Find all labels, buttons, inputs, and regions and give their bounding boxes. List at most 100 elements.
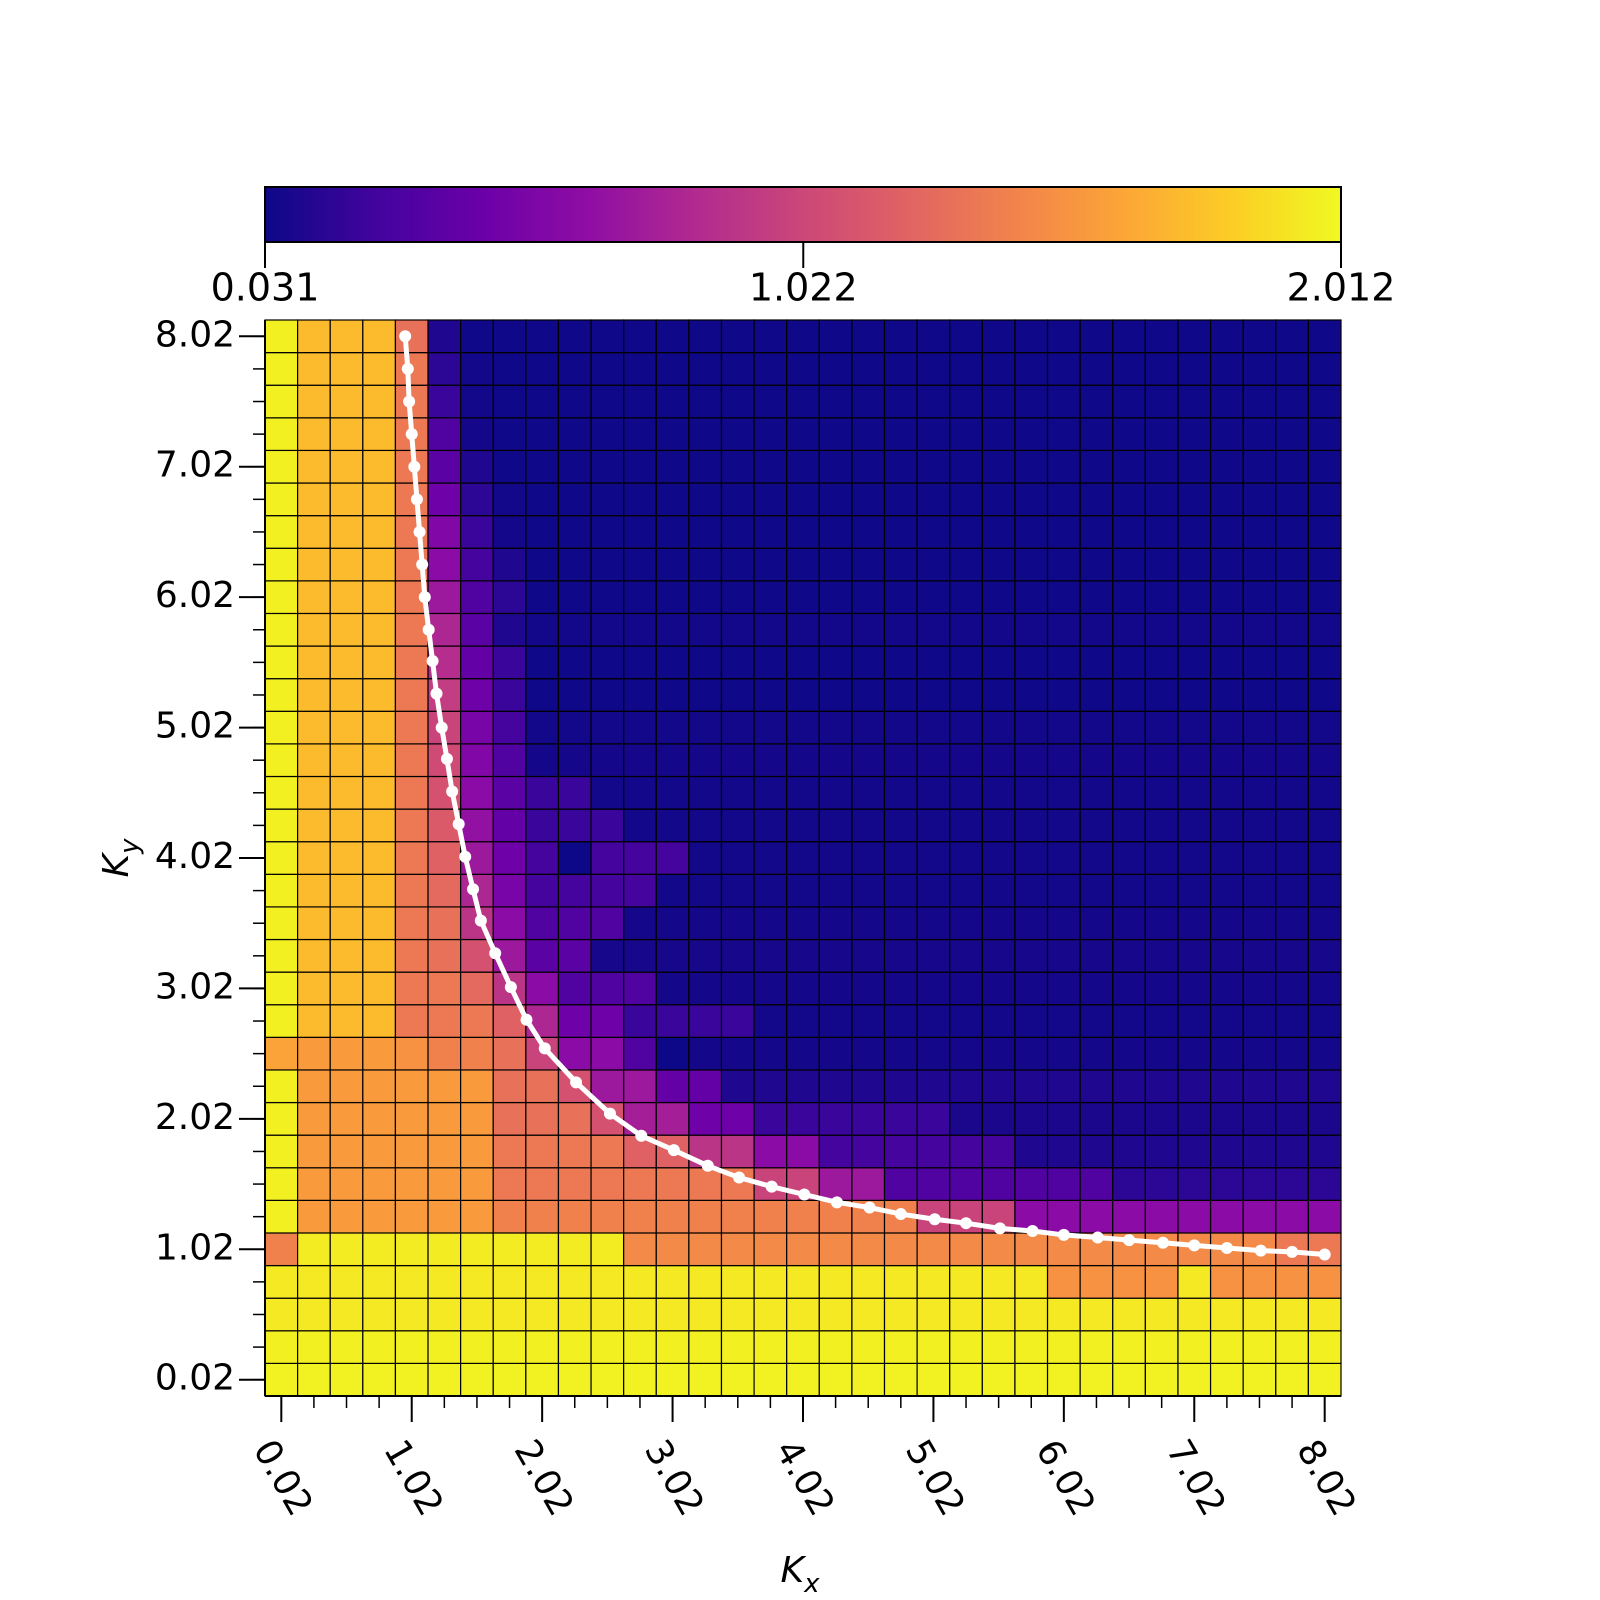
heatmap-cell <box>949 775 983 810</box>
heatmap-cell <box>329 1036 364 1071</box>
heatmap-cell <box>655 1297 690 1332</box>
heatmap-cell <box>427 1330 462 1364</box>
heatmap-cell <box>623 580 657 615</box>
heatmap-cell <box>1242 645 1277 680</box>
heatmap-cell <box>949 645 983 680</box>
heatmap-cell <box>1144 1330 1179 1364</box>
heatmap-cell <box>427 841 462 875</box>
heatmap-cell <box>329 1232 364 1267</box>
heatmap-cell <box>264 384 299 419</box>
heatmap-cell <box>427 1362 462 1397</box>
heatmap-cell <box>557 547 592 582</box>
heatmap-cell <box>1307 352 1342 386</box>
heatmap-cell <box>753 1134 788 1169</box>
heatmap-cell <box>492 449 527 484</box>
heatmap-cell <box>427 873 462 908</box>
curve-point <box>416 558 429 571</box>
heatmap-cell <box>916 1297 951 1332</box>
heatmap-cell <box>753 1297 788 1332</box>
heatmap-cell <box>1046 449 1081 484</box>
heatmap-cell <box>623 1362 657 1397</box>
heatmap-cell <box>1275 1134 1309 1169</box>
heatmap-cell <box>329 352 364 386</box>
heatmap-cell <box>753 352 788 386</box>
heatmap-cell <box>1014 808 1049 843</box>
heatmap-cell <box>655 743 690 778</box>
heatmap-cell <box>688 417 723 452</box>
heatmap-cell <box>297 319 331 354</box>
heatmap-cell <box>1209 482 1244 517</box>
curve-point <box>570 1076 583 1089</box>
heatmap-cell <box>623 1297 657 1332</box>
heatmap-cell <box>492 482 527 517</box>
heatmap-cell <box>590 1036 625 1071</box>
heatmap-cell <box>1046 775 1081 810</box>
heatmap-cell <box>1307 417 1342 452</box>
heatmap-cell <box>1307 1004 1342 1038</box>
curve-point <box>603 1107 616 1120</box>
heatmap-cell <box>297 449 331 484</box>
heatmap-cell <box>1112 515 1146 549</box>
heatmap-cell <box>460 1232 494 1267</box>
heatmap-cell <box>720 710 755 745</box>
curve-point <box>430 687 443 700</box>
heatmap-cell <box>720 384 755 419</box>
heatmap-cell <box>557 645 592 680</box>
heatmap-cell <box>720 808 755 843</box>
heatmap-cell <box>1046 743 1081 778</box>
heatmap-cell <box>1014 482 1049 517</box>
heatmap-cell <box>916 384 951 419</box>
heatmap-cell <box>655 1362 690 1397</box>
heatmap-cell <box>1014 1297 1049 1332</box>
heatmap-cell <box>851 352 886 386</box>
heatmap-cell <box>818 1004 853 1038</box>
heatmap-cell <box>688 906 723 941</box>
heatmap-cell <box>460 352 494 386</box>
heatmap-cell <box>297 775 331 810</box>
heatmap-cell <box>557 1101 592 1136</box>
heatmap-cell <box>916 938 951 973</box>
heatmap-cell <box>492 1167 527 1201</box>
heatmap-cell <box>1177 645 1212 680</box>
heatmap-cell <box>655 645 690 680</box>
heatmap-cell <box>1177 319 1212 354</box>
heatmap-cell <box>1014 1004 1049 1038</box>
heatmap-cell <box>818 938 853 973</box>
heatmap-cell <box>753 1069 788 1104</box>
heatmap-cell <box>818 1167 853 1201</box>
heatmap-cell <box>883 1330 918 1364</box>
heatmap-cell <box>557 515 592 549</box>
heatmap-cell <box>1177 384 1212 419</box>
heatmap-cell <box>786 612 820 647</box>
curve-point <box>467 883 480 896</box>
heatmap-cell <box>981 1101 1016 1136</box>
heatmap-cell <box>1275 1167 1309 1201</box>
heatmap-cell <box>1079 1264 1114 1299</box>
heatmap-cell <box>818 743 853 778</box>
heatmap-cell <box>1177 1004 1212 1038</box>
heatmap-cell <box>329 1362 364 1397</box>
heatmap-cell <box>655 1264 690 1299</box>
heatmap-cell <box>297 1199 331 1234</box>
heatmap-cell <box>1275 547 1309 582</box>
heatmap-cell <box>590 1199 625 1234</box>
heatmap-cell <box>362 710 397 745</box>
heatmap-cell <box>1177 1036 1212 1071</box>
heatmap-cell <box>883 678 918 712</box>
curve-point <box>765 1180 778 1193</box>
heatmap-cell <box>949 971 983 1006</box>
heatmap-cell <box>1112 417 1146 452</box>
heatmap-cell <box>786 678 820 712</box>
heatmap-cell <box>590 678 625 712</box>
heatmap-cell <box>525 775 560 810</box>
heatmap-cell <box>688 580 723 615</box>
heatmap-cell <box>851 1362 886 1397</box>
heatmap-cell <box>1177 1199 1212 1234</box>
heatmap-cell <box>1242 417 1277 452</box>
heatmap-cell <box>1242 1069 1277 1104</box>
heatmap-cell <box>981 1330 1016 1364</box>
heatmap-cell <box>1275 417 1309 452</box>
heatmap-cell <box>981 1232 1016 1267</box>
heatmap-cell <box>916 743 951 778</box>
heatmap-cell <box>427 906 462 941</box>
